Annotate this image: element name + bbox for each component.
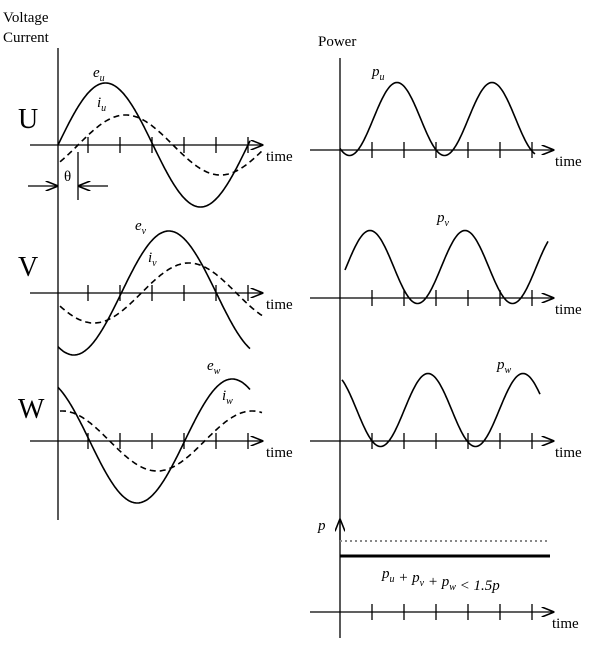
current-label-subscript: w [226,396,233,407]
voltage-label-subscript: v [142,226,147,237]
time-label: time [266,149,293,165]
voltage-label: eu [93,65,105,84]
equation-subscript: u [390,574,395,585]
voltage-label-subscript: u [100,73,105,84]
power-label-subscript: w [505,365,512,376]
axis-label: Power [318,34,356,50]
axis-label: Voltage [3,10,49,26]
equation: pu + pv + pw < 1.5p [381,566,500,594]
equation-part: + p [395,570,421,586]
equation-part: p [381,566,390,582]
time-label: time [266,297,293,313]
power-label-subscript: v [445,218,450,229]
power-label: pw [496,357,512,376]
voltage-label-symbol: e [207,358,214,374]
current-label: iv [148,250,157,269]
current-label-symbol: i [97,95,101,111]
time-label: time [555,154,582,170]
time-label: time [266,445,293,461]
power-label-symbol: p [496,357,505,373]
power-label-symbol: p [371,64,380,80]
waveform [57,230,251,356]
equation-part: + p [424,574,450,590]
row-label: W [18,394,45,425]
phase-label: θ [64,169,71,185]
row-label: U [18,104,38,135]
waveform [59,114,263,176]
power-label-subscript: u [380,72,385,83]
voltage-label-subscript: w [214,366,221,377]
waveform [59,262,263,324]
current-label-symbol: i [222,388,226,404]
axis-label: p [317,518,326,534]
power-label: pu [371,64,385,83]
power-label-symbol: p [436,210,445,226]
current-label: iu [97,95,106,114]
voltage-label: ev [135,218,147,237]
waveform [341,372,541,448]
waveform [344,229,549,305]
axis-label: Current [3,30,50,46]
equation-subscript: w [449,582,456,593]
equation-part: < 1.5p [456,578,500,594]
waveform [339,81,536,157]
row-label: V [18,252,38,283]
current-label-subscript: u [101,103,106,114]
current-label-symbol: i [148,250,152,266]
voltage-label: ew [207,358,221,377]
waveform [57,378,251,504]
power-label: pv [436,210,450,229]
waveform [59,410,263,472]
time-label: time [555,445,582,461]
current-label-subscript: v [152,258,157,269]
equation-subscript: v [420,578,425,589]
waveform [57,82,251,208]
time-label: time [555,302,582,318]
voltage-label-symbol: e [93,65,100,81]
time-label: time [552,616,579,632]
voltage-label-symbol: e [135,218,142,234]
current-label: iw [222,388,233,407]
